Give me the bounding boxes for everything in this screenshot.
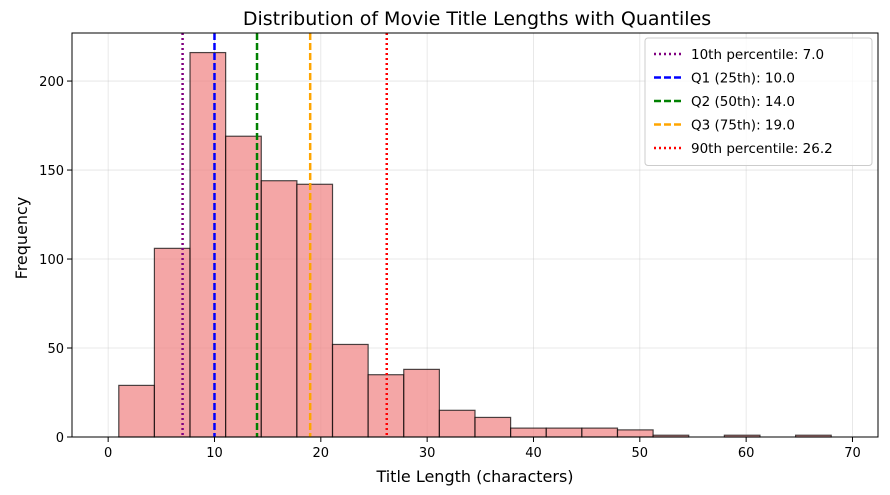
legend: 10th percentile: 7.0 Q1 (25th): 10.0 Q2 (5… [644,37,873,166]
y-tick-label: 200 [39,75,64,90]
x-tick-label: 20 [313,446,330,461]
x-tick-label: 10 [206,446,223,461]
histogram-bar [118,384,156,438]
axis-ticks: 0 10 20 30 40 50 60 70 0 50 100 150 200 [39,75,861,461]
histogram-bar [331,343,369,438]
y-tick-label: 150 [39,164,64,179]
x-axis-label: Title Length (characters) [375,467,573,486]
quantile-lines [181,33,388,437]
y-tick-label: 100 [39,253,64,268]
x-tick-label: 50 [632,446,649,461]
legend-box [644,37,873,166]
histogram-bar [581,427,619,438]
legend-entry: Q2 (50th): 14.0 [691,94,795,110]
histogram-bar [510,427,547,438]
histogram-bar [616,429,654,438]
x-tick-label: 70 [844,446,861,461]
histogram-bar [189,51,227,438]
x-tick-label: 0 [104,446,112,461]
histogram-bar [153,247,191,438]
histogram-bar [260,180,298,438]
histogram-bar [296,183,334,438]
legend-entry: 90th percentile: 26.2 [691,141,833,157]
y-tick-label: 50 [47,342,64,357]
chart-title: Distribution of Movie Title Lengths with… [243,8,711,30]
legend-entry: Q1 (25th): 10.0 [691,71,795,87]
histogram-bar [474,416,512,438]
y-tick-label: 0 [56,431,64,446]
x-tick-label: 60 [738,446,755,461]
histogram-bar [545,427,583,438]
plot-frame [71,32,879,438]
histogram-bar [438,409,476,438]
x-tick-label: 40 [525,446,542,461]
histogram-bar [403,368,440,438]
y-axis-label: Frequency [12,197,31,280]
x-tick-label: 30 [419,446,436,461]
legend-entry: Q3 (75th): 19.0 [691,118,795,134]
bars [118,51,832,438]
legend-entry: 10th percentile: 7.0 [691,47,824,63]
